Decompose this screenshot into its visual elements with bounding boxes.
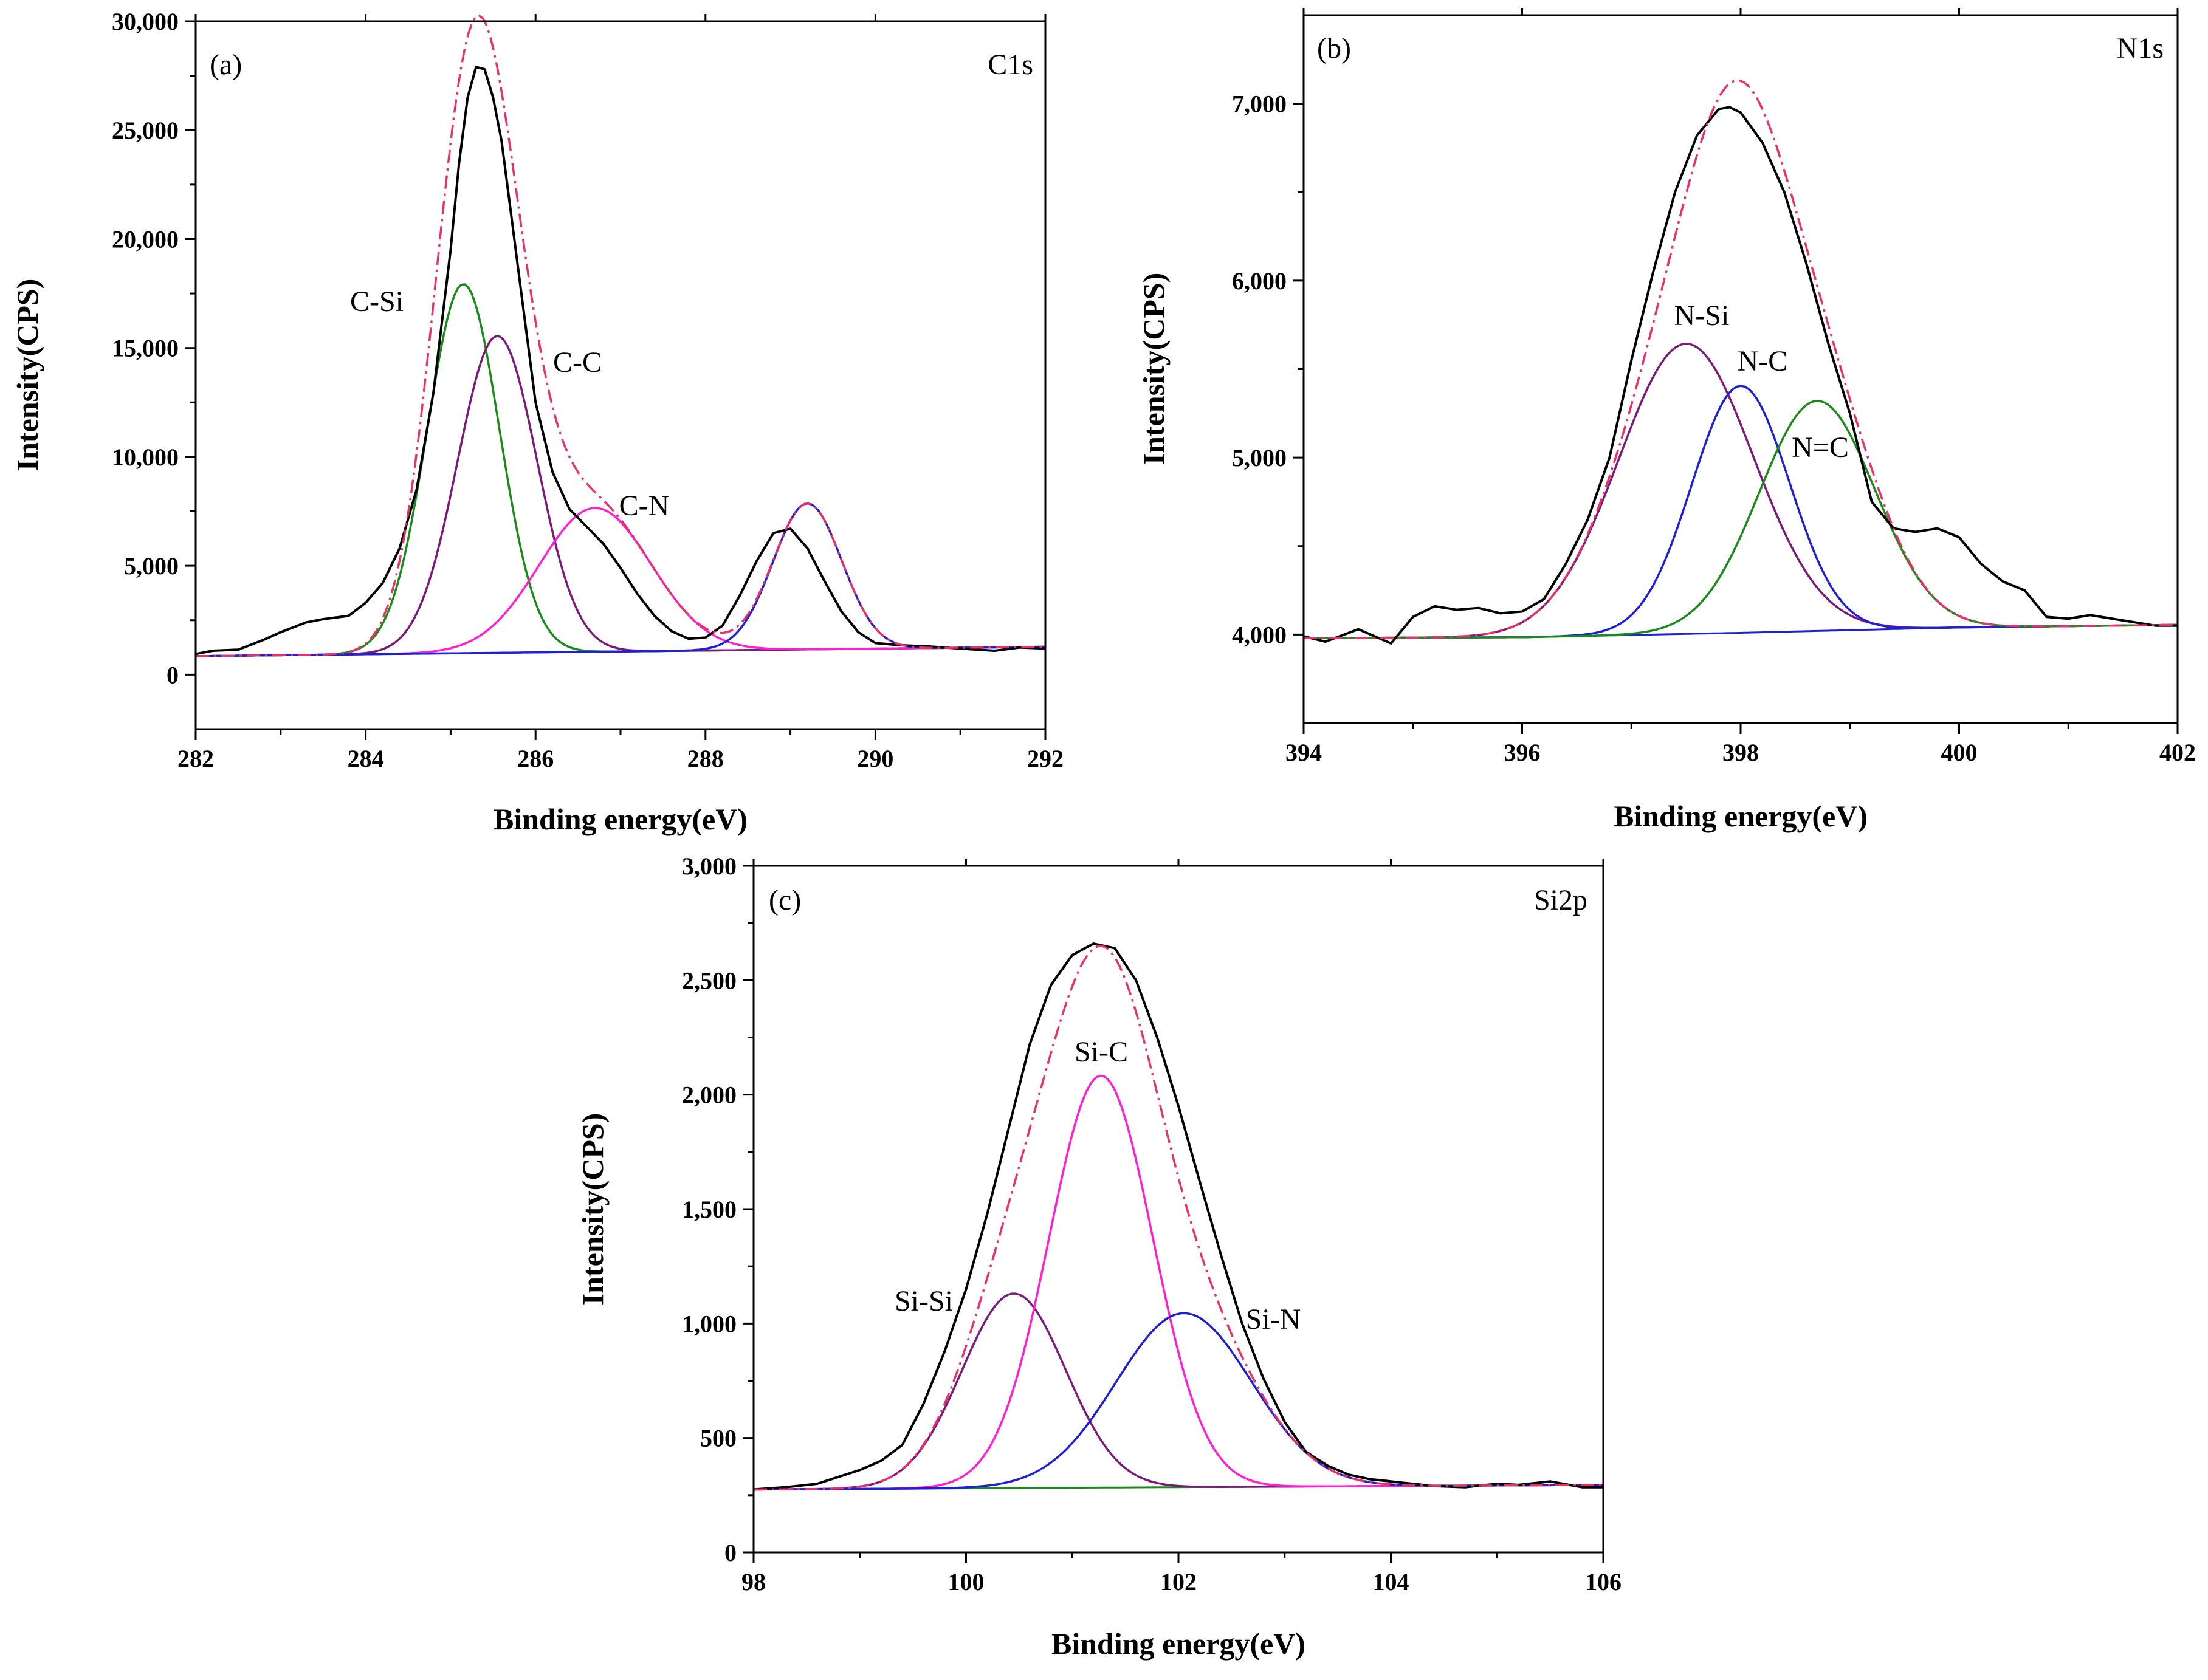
x-tick-label: 400 (1941, 739, 1978, 766)
x-tick-label: 100 (948, 1568, 985, 1596)
y-tick-label: 0 (724, 1539, 737, 1566)
panel-a-spectrum-label: C1s (988, 49, 1033, 81)
experimental-spectrum (1303, 106, 2178, 645)
x-tick-label: 284 (348, 745, 384, 772)
panel-c-label: (c) (769, 884, 801, 916)
panel-a-label: (a) (210, 49, 242, 81)
panel-c-ticks: 98 100 102 104 106 0 500 1,000 1,500 2,000 2,500 3,… (682, 852, 1622, 1596)
panel-b-curves (1303, 79, 2178, 645)
y-tick-label: 500 (700, 1425, 737, 1452)
peak-label-n-si: N-Si (1674, 300, 1730, 332)
x-tick-label: 288 (687, 745, 724, 772)
panel-c-curves (753, 942, 1603, 1491)
peak-label-c-c: C-C (553, 346, 602, 379)
peak-label-n-eq-c: N=C (1792, 431, 1849, 464)
fit-peak-n-eq-c (1304, 400, 2178, 639)
y-tick-label: 30,000 (112, 8, 179, 35)
panel-b-ylabel: Intensity(CPS) (1137, 273, 1171, 465)
peak-label-si-n: Si-N (1246, 1303, 1301, 1335)
panel-b-spectrum-label: N1s (2117, 32, 2164, 64)
panel-c-spectrum-label: Si2p (1534, 884, 1587, 916)
panel-a-ylabel: Intensity(CPS) (10, 279, 44, 471)
y-tick-label: 25,000 (112, 117, 179, 144)
fit-envelope (196, 14, 1046, 657)
y-tick-label: 0 (167, 661, 179, 688)
panel-a: 282 284 286 288 290 292 0 5,000 10,000 15,000 20,0… (10, 8, 1064, 836)
panel-b-ticks: 394 396 398 400 402 4,000 5,000 6,000 7,000 (1232, 8, 2196, 766)
y-tick-label: 15,000 (112, 335, 179, 362)
fit-peak-c-si (196, 283, 1046, 657)
x-tick-label: 292 (1027, 745, 1064, 772)
x-tick-label: 398 (1722, 739, 1759, 766)
peak-label-si-c: Si-C (1075, 1036, 1128, 1068)
x-tick-label: 98 (741, 1568, 766, 1596)
y-tick-label: 7,000 (1232, 91, 1287, 118)
panel-a-curves (195, 14, 1046, 657)
fit-envelope (754, 945, 1603, 1491)
x-tick-label: 394 (1285, 739, 1322, 766)
y-tick-label: 1,500 (682, 1196, 737, 1223)
y-tick-label: 5,000 (124, 552, 179, 580)
y-tick-label: 20,000 (112, 225, 179, 253)
y-tick-label: 1,000 (682, 1310, 737, 1337)
x-tick-label: 396 (1504, 739, 1541, 766)
peak-label-si-si: Si-Si (895, 1285, 953, 1317)
experimental-spectrum (753, 942, 1603, 1491)
fit-envelope (1304, 79, 2178, 639)
panel-c-xlabel: Binding energy(eV) (1051, 1627, 1305, 1661)
experimental-spectrum (195, 66, 1046, 656)
panel-a-ticks: 282 284 286 288 290 292 0 5,000 10,000 15,000 20,0… (112, 8, 1064, 772)
panel-c-frame (752, 865, 1604, 1554)
y-tick-label: 5,000 (1232, 444, 1287, 471)
panel-a-frame (194, 20, 1047, 730)
fit-peak-si-c (754, 1074, 1603, 1491)
fit-peak-c-n (196, 507, 1046, 657)
y-tick-label: 3,000 (682, 852, 737, 880)
fit-peak-peak-3 (196, 502, 1046, 657)
panel-b-label: (b) (1317, 32, 1351, 64)
x-tick-label: 104 (1373, 1568, 1409, 1596)
x-tick-label: 102 (1160, 1568, 1197, 1596)
x-tick-label: 290 (857, 745, 893, 772)
y-tick-label: 4,000 (1232, 621, 1287, 648)
peak-label-n-c: N-C (1738, 345, 1788, 377)
x-tick-label: 106 (1585, 1568, 1622, 1596)
y-tick-label: 2,500 (682, 967, 737, 994)
x-tick-label: 282 (177, 745, 214, 772)
panel-a-xlabel: Binding energy(eV) (494, 802, 748, 836)
peak-label-c-n: C-N (619, 490, 670, 522)
y-tick-label: 6,000 (1232, 267, 1287, 295)
panel-c: 98 100 102 104 106 0 500 1,000 1,500 2,000 2,500 3,… (576, 852, 1622, 1661)
fit-peak-si-n (754, 1312, 1603, 1491)
y-tick-label: 10,000 (112, 444, 179, 471)
panel-c-ylabel: Intensity(CPS) (576, 1113, 610, 1306)
y-tick-label: 2,000 (682, 1082, 737, 1109)
peak-label-c-si: C-Si (350, 286, 404, 318)
x-tick-label: 402 (2159, 739, 2196, 766)
fit-peak-n-si (1304, 342, 2178, 639)
x-tick-label: 286 (517, 745, 554, 772)
panel-b-xlabel: Binding energy(eV) (1614, 799, 1868, 833)
